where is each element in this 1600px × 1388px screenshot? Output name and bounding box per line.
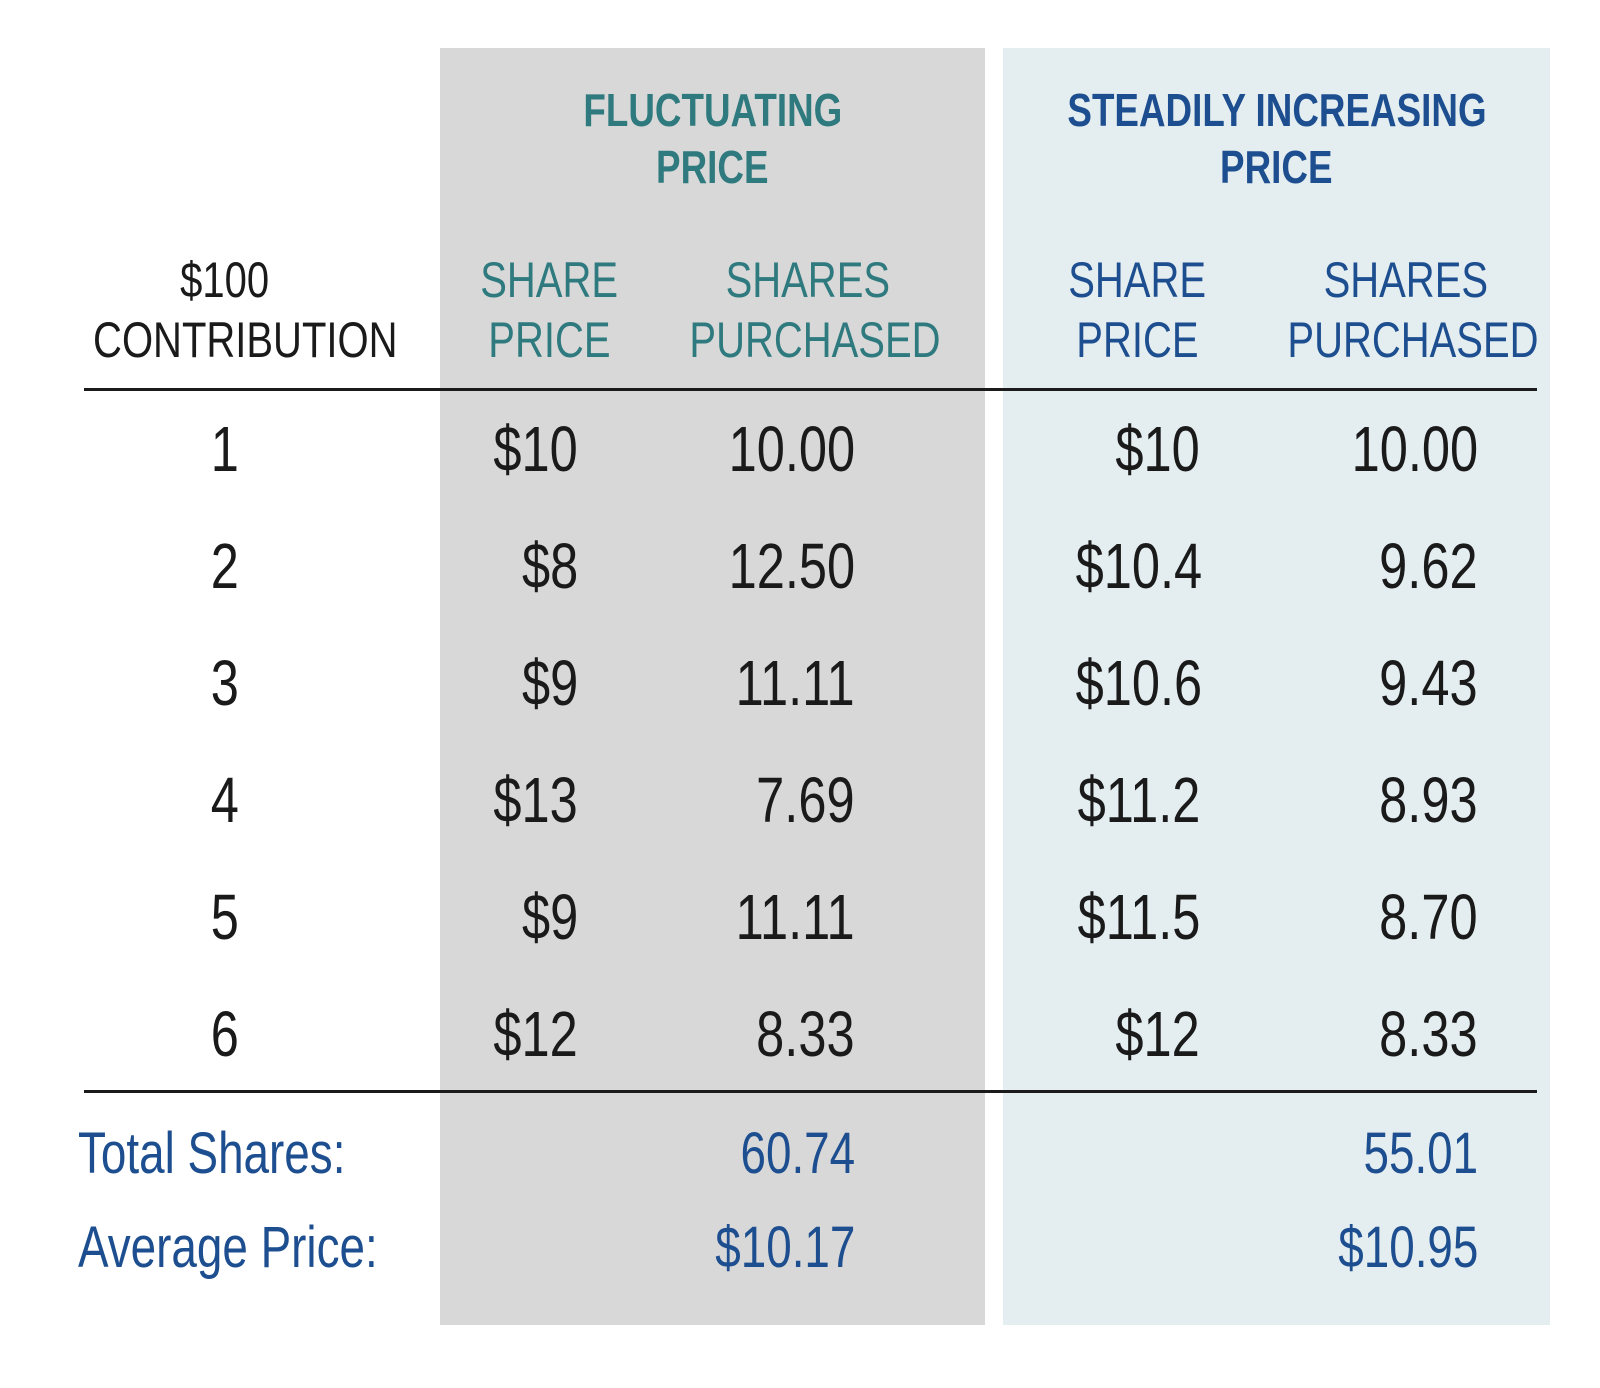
steady-shares-cell: 10.00 [1351,413,1478,485]
fluctuating-title-line1: FLUCTUATING [583,84,842,136]
table-row: 3 $9 11.11 $10.6 9.43 [0,625,1600,742]
steady-average-price-value: $10.95 [1337,1215,1478,1280]
header-divider-line [84,388,1537,391]
fluct-shares-cell: 11.11 [735,647,855,719]
steady-price-cell: $10.6 [1075,647,1203,719]
fluct-total-shares-value: 60.74 [740,1121,855,1186]
contribution-cell: 3 [210,647,240,719]
steadily-increasing-price-panel [1003,48,1550,1325]
fluct-price-cell: $10 [493,413,578,485]
fluct-shares-cell: 8.33 [756,998,855,1070]
fluctuating-price-panel [440,48,985,1325]
contribution-cell: 1 [210,413,240,485]
fluct-average-price-value: $10.17 [714,1215,855,1280]
steady-title-line1: STEADILY INCREASING [1066,84,1487,136]
average-price-label: Average Price: [78,1215,378,1280]
steady-shares-cell: 8.70 [1379,881,1478,953]
table-row: 4 $13 7.69 $11.2 8.93 [0,742,1600,859]
total-shares-label: Total Shares: [78,1121,346,1186]
fluct-price-cell: $8 [521,530,578,602]
average-price-row: Average Price: $10.17 $10.95 [0,1200,1600,1296]
fluct-share-price-line2: PRICE [487,312,611,368]
fluct-share-price-header: SHARE PRICE [449,250,649,370]
fluct-price-cell: $9 [521,647,578,719]
fluct-price-cell: $12 [493,998,578,1070]
steady-price-cell: $10.4 [1075,530,1203,602]
steady-price-cell: $10 [1115,413,1200,485]
fluct-price-cell: $9 [521,881,578,953]
fluct-shares-purchased-line2: PURCHASED [689,312,941,368]
table-row: 6 $12 8.33 $12 8.33 [0,976,1600,1093]
contribution-header-line2: CONTRIBUTION [93,312,398,368]
steady-price-cell: $11.2 [1077,764,1200,836]
table-row: 5 $9 11.11 $11.5 8.70 [0,859,1600,976]
steady-share-price-line1: SHARE [1068,252,1206,308]
fluct-shares-purchased-header: SHARES PURCHASED [658,250,958,370]
steady-shares-purchased-line2: PURCHASED [1287,312,1539,368]
fluct-price-cell: $13 [493,764,578,836]
contribution-column-header: $100 CONTRIBUTION [55,250,398,370]
steady-share-price-header: SHARE PRICE [1037,250,1237,370]
steady-share-price-line2: PRICE [1075,312,1199,368]
steady-shares-cell: 8.33 [1379,998,1478,1070]
total-shares-row: Total Shares: 60.74 55.01 [0,1106,1600,1202]
fluctuating-title-line2: PRICE [656,141,769,193]
fluct-shares-cell: 11.11 [735,881,855,953]
steady-shares-cell: 9.62 [1379,530,1478,602]
table-row: 2 $8 12.50 $10.4 9.62 [0,508,1600,625]
steady-title-line2: PRICE [1220,141,1333,193]
totals-divider-line [84,1090,1537,1093]
steady-shares-purchased-header: SHARES PURCHASED [1256,250,1556,370]
contribution-cell: 6 [210,998,240,1070]
steady-shares-purchased-line1: SHARES [1323,252,1489,308]
contribution-header-line1: $100 [180,252,270,308]
steady-price-cell: $11.5 [1077,881,1200,953]
fluct-shares-purchased-line1: SHARES [725,252,891,308]
fluctuating-price-title: FLUCTUATING PRICE [440,82,985,196]
fluct-shares-cell: 12.50 [728,530,855,602]
fluct-share-price-line1: SHARE [480,252,618,308]
steady-price-cell: $12 [1115,998,1200,1070]
contribution-cell: 4 [210,764,240,836]
steady-shares-cell: 9.43 [1379,647,1478,719]
steady-total-shares-value: 55.01 [1363,1121,1478,1186]
steadily-increasing-price-title: STEADILY INCREASING PRICE [1003,82,1550,196]
fluct-shares-cell: 10.00 [728,413,855,485]
steady-shares-cell: 8.93 [1379,764,1478,836]
table-row: 1 $10 10.00 $10 10.00 [0,391,1600,508]
contribution-cell: 2 [210,530,240,602]
fluct-shares-cell: 7.69 [756,764,855,836]
contribution-cell: 5 [210,881,240,953]
